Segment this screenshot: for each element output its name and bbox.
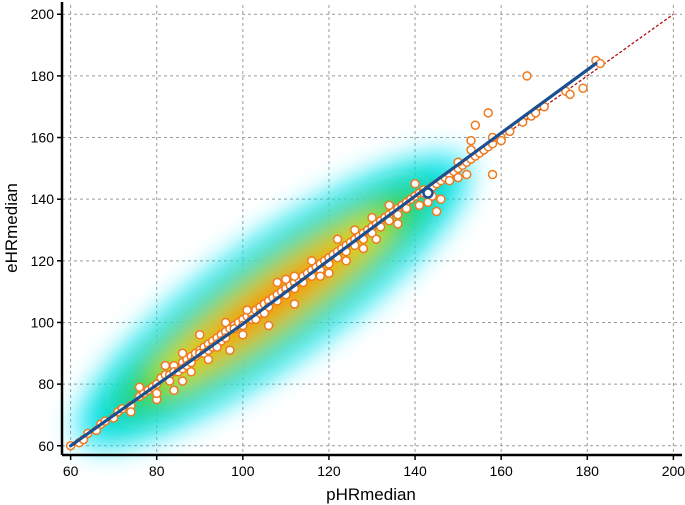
x-tick-label: 80: [149, 463, 165, 479]
x-tick-label: 100: [231, 463, 255, 479]
data-point: [393, 219, 403, 229]
y-tick-label: 80: [38, 376, 54, 392]
data-point: [225, 345, 235, 355]
data-point: [177, 348, 188, 359]
data-point: [160, 360, 171, 371]
data-point: [466, 135, 476, 146]
data-point: [350, 225, 360, 235]
y-tick-label: 140: [31, 191, 55, 207]
data-point: [332, 234, 343, 244]
data-point: [134, 382, 145, 392]
y-tick-label: 200: [31, 6, 55, 22]
data-point: [367, 212, 377, 223]
y-tick-label: 180: [31, 68, 55, 84]
y-axis-label: eHRmedian: [2, 183, 21, 273]
data-point: [195, 330, 205, 340]
data-point: [487, 169, 498, 180]
data-point: [341, 256, 351, 266]
data-point: [453, 172, 463, 183]
data-point: [177, 376, 188, 386]
data-point: [444, 175, 455, 186]
regression-line: [69, 62, 598, 448]
data-point: [483, 108, 493, 118]
y-tick-label: 160: [31, 130, 55, 146]
data-point: [436, 194, 446, 204]
data-point: [281, 274, 291, 285]
data-point: [565, 89, 575, 100]
data-point: [242, 305, 252, 315]
data-point: [315, 271, 326, 281]
x-axis-label: pHRmedian: [326, 485, 416, 504]
data-point: [238, 330, 248, 340]
y-tick-label: 120: [31, 253, 55, 269]
data-point: [431, 206, 442, 217]
axes: [57, 2, 682, 460]
data-point: [358, 243, 369, 254]
data-point: [151, 388, 162, 399]
data-point: [578, 83, 588, 93]
highlight-point: [422, 187, 434, 199]
x-tick-label: 200: [662, 463, 685, 479]
x-tick-label: 60: [63, 463, 79, 479]
data-point: [522, 71, 532, 81]
x-tick-label: 160: [489, 463, 513, 479]
x-tick-label: 180: [576, 463, 600, 479]
data-point: [384, 200, 394, 211]
data-point: [461, 169, 472, 180]
data-point: [371, 234, 382, 244]
regression-line-layer: [69, 62, 598, 448]
x-tick-label: 120: [317, 463, 341, 479]
x-tick-label: 140: [403, 463, 427, 479]
data-point: [289, 271, 300, 281]
y-tick-label: 60: [38, 438, 54, 454]
data-point: [263, 320, 274, 331]
y-tick-label: 100: [31, 314, 55, 330]
data-point: [126, 407, 136, 417]
data-point: [410, 179, 420, 189]
data-point: [324, 268, 334, 278]
data-point: [169, 385, 179, 396]
data-point: [470, 120, 481, 130]
data-point: [186, 367, 196, 377]
data-point: [289, 299, 300, 309]
data-point: [272, 277, 283, 288]
data-point: [496, 135, 506, 146]
tick-labels: 60 80 100 120 140 160 180 200 60 80 100 120 140 160 18…: [31, 6, 685, 479]
data-point: [306, 256, 317, 266]
data-point: [414, 200, 425, 211]
data-point: [203, 354, 214, 365]
data-point: [220, 317, 231, 328]
